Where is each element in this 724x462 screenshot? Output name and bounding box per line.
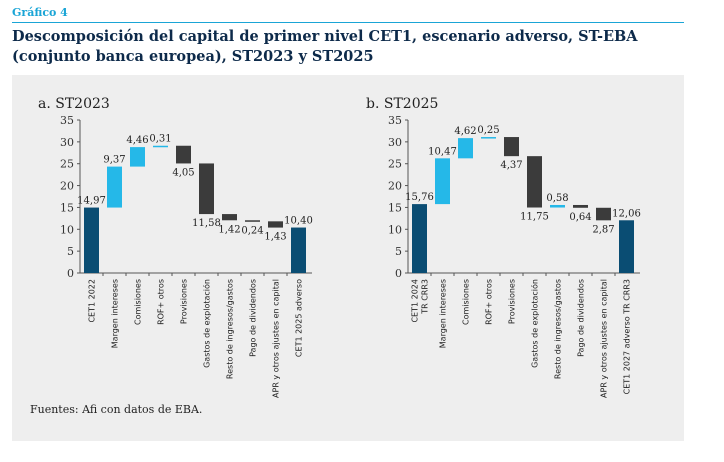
left-data-label-9: 1,43 (264, 232, 286, 243)
right-y-tick-label: 0 (395, 267, 402, 280)
right-bar-7 (550, 204, 565, 208)
right-chart-title: b. ST2025 (366, 96, 438, 112)
left-data-label-4: 0,31 (149, 134, 171, 145)
left-bar-5 (176, 145, 191, 164)
figure-title: Descomposición del capital de primer niv… (12, 27, 702, 67)
right-data-label-9: 2,87 (592, 224, 614, 235)
left-y-tick-label: 35 (60, 114, 74, 127)
right-category-label-3: Comisiones (462, 279, 471, 325)
left-bar-7 (222, 214, 237, 221)
left-data-label-1: 14,97 (77, 196, 106, 207)
right-category-label-4: ROF+ otros (485, 279, 494, 325)
right-data-label-3: 4,62 (454, 126, 476, 137)
left-data-label-10: 10,40 (284, 216, 313, 227)
right-y-tick-label: 35 (388, 114, 402, 127)
right-category-label-1: CET1 2024 (411, 279, 420, 323)
right-category-label-2: Margen intereses (439, 279, 448, 348)
left-bar-9 (268, 221, 283, 228)
right-y-tick-label: 10 (388, 223, 402, 236)
left-y-tick-label: 10 (60, 223, 74, 236)
left-category-label-5: Provisiones (180, 279, 189, 324)
left-y-tick-label: 5 (67, 245, 74, 258)
right-category-label-5: Provisiones (508, 279, 517, 324)
right-bar-3 (458, 138, 473, 159)
left-data-label-2: 9,37 (103, 155, 125, 166)
right-category-label-10: CET1 2027 adverso TR CRR3 (623, 279, 632, 394)
right-data-label-8: 0,64 (569, 212, 591, 223)
left-chart-title: a. ST2023 (38, 96, 110, 112)
right-data-label-1: 15,76 (405, 192, 434, 203)
right-y-tick-label: 20 (388, 180, 402, 193)
left-bar-1 (84, 207, 99, 273)
right-data-label-7: 0,58 (546, 193, 568, 204)
left-bar-4 (153, 145, 168, 148)
left-category-label-9: APR y otros ajustes en capital (272, 279, 281, 398)
figure-title-line-2: (conjunto banca europea), ST2023 y ST202… (12, 48, 374, 65)
left-bar-3 (130, 147, 145, 167)
left-y-tick-label: 30 (60, 136, 74, 149)
right-bar-6 (527, 156, 542, 208)
left-data-label-6: 11,58 (192, 218, 221, 229)
left-data-label-8: 0,24 (241, 225, 263, 236)
right-bar-9 (596, 207, 611, 221)
right-category-label-6: Gastos de explotación (530, 279, 540, 368)
right-category-label-7: Resto de ingresos/gastos (554, 279, 563, 379)
source-note: Fuentes: Afi con datos de EBA. (30, 403, 203, 416)
right-bar-2 (435, 158, 450, 205)
right-data-label-4: 0,25 (477, 125, 499, 136)
left-y-tick-label: 20 (60, 180, 74, 193)
chart-panel: a. ST2023 0 5 10 15 20 25 30 35 14,97 CET1 2022 9,3… (12, 75, 684, 441)
left-category-label-8: Pago de dividendos (249, 279, 258, 357)
right-data-label-2: 10,47 (428, 146, 457, 157)
left-category-label-2: Margen intereses (111, 279, 120, 348)
left-bar-10 (291, 227, 306, 273)
right-y-tick-label: 5 (395, 245, 402, 258)
right-category-label-8: Pago de dividendos (577, 279, 586, 357)
left-category-label-1: CET1 2022 (88, 279, 97, 323)
chart-left: a. ST2023 0 5 10 15 20 25 30 35 14,97 CET1 2022 9,3… (38, 96, 313, 398)
left-data-label-5: 4,05 (172, 167, 194, 178)
left-category-label-10: CET1 2025 adverso (295, 279, 304, 357)
left-data-label-7: 1,42 (218, 224, 240, 235)
right-category-label-1: TR CRR3 (421, 279, 430, 315)
left-bar-2 (107, 166, 122, 208)
figure-title-line-1: Descomposición del capital de primer niv… (12, 28, 638, 45)
left-data-label-3: 4,46 (126, 135, 148, 146)
right-y-tick-label: 30 (388, 136, 402, 149)
left-category-label-6: Gastos de explotación (202, 279, 212, 368)
right-bar-5 (504, 137, 519, 157)
chart-right: b. ST2025 0 5 10 15 20 25 30 35 15,76 CET1 2024 TR … (366, 96, 641, 398)
right-data-label-5: 4,37 (500, 160, 522, 171)
right-data-label-6: 11,75 (520, 212, 549, 223)
left-category-label-3: Comisiones (134, 279, 143, 325)
left-category-label-4: ROF+ otros (157, 279, 166, 325)
figure-label: Gráfico 4 (12, 6, 68, 19)
right-bar-10 (619, 220, 634, 273)
left-y-tick-label: 15 (60, 201, 74, 214)
left-y-tick-label: 0 (67, 267, 74, 280)
left-category-label-7: Resto de ingresos/gastos (226, 279, 235, 379)
right-bar-4 (481, 137, 496, 139)
right-y-tick-label: 25 (388, 158, 402, 171)
right-y-tick-label: 15 (388, 201, 402, 214)
right-bar-1 (412, 204, 427, 273)
header-rule (12, 22, 684, 23)
right-bar-8 (573, 204, 588, 208)
right-category-label-9: APR y otros ajustes en capital (600, 279, 609, 398)
left-bar-6 (199, 163, 214, 215)
right-data-label-10: 12,06 (612, 208, 641, 219)
left-bar-8 (245, 220, 260, 222)
left-y-tick-label: 25 (60, 158, 74, 171)
